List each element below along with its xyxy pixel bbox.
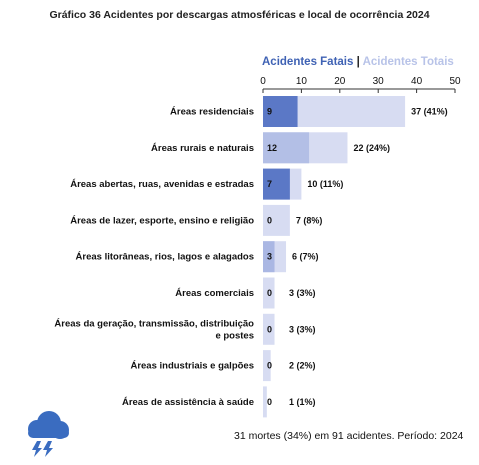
fatal-value-label: 0 — [267, 397, 272, 407]
fatal-bar — [263, 96, 298, 127]
category-label: Áreas abertas, ruas, avenidas e estradas — [70, 179, 254, 190]
total-value-label: 6 (7%) — [292, 252, 319, 262]
category-label: Áreas residenciais — [170, 107, 254, 118]
fatal-value-label: 0 — [267, 324, 272, 334]
total-value-label: 10 (11%) — [307, 179, 343, 189]
total-bar — [263, 350, 271, 382]
chart-title: Gráfico 36 Acidentes por descargas atmos… — [49, 9, 430, 21]
fatal-value-label: 12 — [267, 143, 277, 153]
x-tick-label: 20 — [334, 76, 346, 87]
total-value-label: 3 (3%) — [289, 324, 316, 334]
category-label: Áreas comerciais — [175, 288, 254, 299]
legend-fatal: Acidentes Fatais — [262, 56, 354, 68]
footer-summary: 31 mortes (34%) em 91 acidentes. Período… — [234, 430, 464, 442]
fatal-value-label: 0 — [267, 361, 272, 371]
category-label: Áreas da geração, transmissão, distribui… — [54, 318, 254, 329]
category-label: Áreas de assistência à saúde — [122, 397, 254, 408]
fatal-value-label: 0 — [267, 215, 272, 225]
total-bar — [263, 313, 275, 345]
category-label: e postes — [215, 330, 254, 341]
total-bar — [263, 277, 275, 309]
total-value-label: 1 (1%) — [289, 397, 316, 407]
fatal-value-label: 7 — [267, 179, 272, 189]
x-tick-label: 50 — [449, 76, 461, 87]
category-label: Áreas litorâneas, rios, lagos e alagados — [76, 252, 254, 263]
fatal-value-label: 0 — [267, 288, 272, 298]
legend: Acidentes Fatais | Acidentes Totais — [262, 56, 454, 68]
total-bar — [263, 386, 267, 418]
total-value-label: 7 (8%) — [296, 215, 323, 225]
total-bar — [263, 204, 290, 236]
fatal-value-label: 9 — [267, 107, 272, 117]
total-value-label: 37 (41%) — [411, 107, 448, 117]
x-tick-label: 30 — [373, 76, 385, 87]
fatal-value-label: 3 — [267, 252, 272, 262]
total-value-label: 3 (3%) — [289, 288, 316, 298]
category-label: Áreas de lazer, esporte, ensino e religi… — [70, 215, 254, 226]
legend-separator: | — [356, 56, 360, 68]
x-tick-label: 0 — [260, 76, 266, 87]
x-tick-label: 40 — [411, 76, 423, 87]
total-value-label: 2 (2%) — [289, 361, 316, 371]
total-value-label: 22 (24%) — [353, 143, 390, 153]
bar-chart: 0 10 20 30 40 509 37 (41%)Áreas residenciais12… — [54, 76, 461, 418]
fatal-bar — [263, 241, 275, 273]
fatal-bar — [263, 168, 290, 200]
storm-cloud-lightning-icon — [28, 411, 69, 457]
category-label: Áreas industriais e galpões — [130, 361, 254, 372]
category-label: Áreas rurais e naturais — [151, 143, 254, 154]
legend-total: Acidentes Totais — [362, 56, 454, 68]
fatal-bar — [263, 132, 310, 164]
x-tick-label: 10 — [296, 76, 308, 87]
